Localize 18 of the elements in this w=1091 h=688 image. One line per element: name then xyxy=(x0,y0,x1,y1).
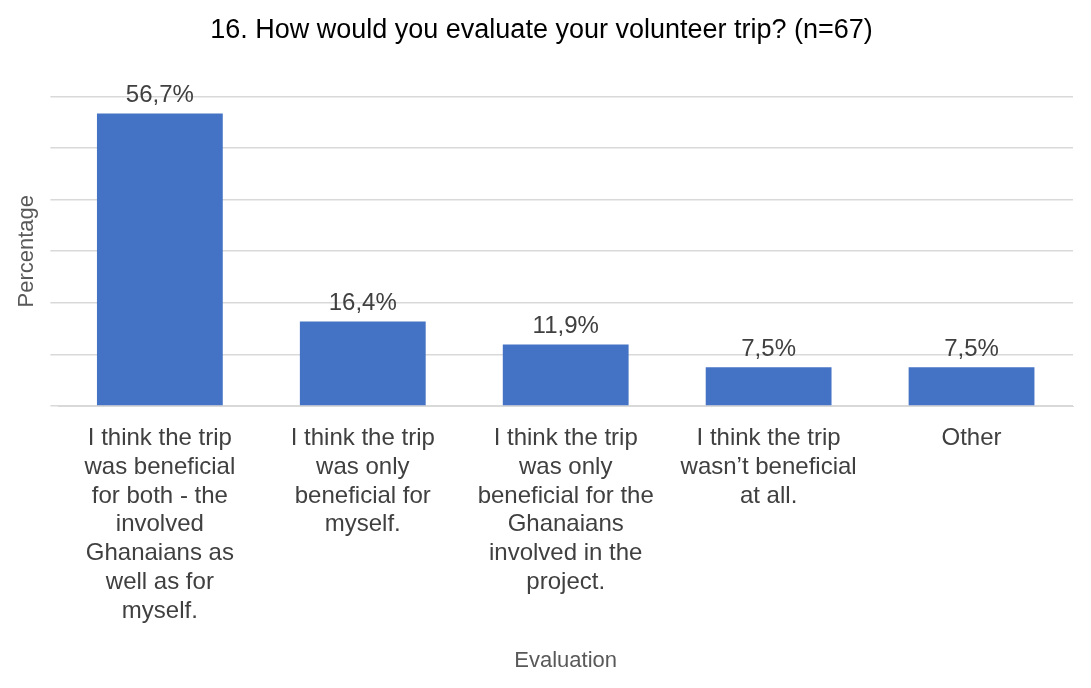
data-label: 7,5% xyxy=(944,333,999,361)
chart-title: 16. How would you evaluate your volunteer trip? (n=67) xyxy=(210,13,873,44)
bar xyxy=(502,344,629,406)
x-tick-label: I think the trip was beneficial for both - the involved Ghanaians as well as for myself. xyxy=(83,423,236,623)
data-label: 16,4% xyxy=(328,288,397,315)
bar xyxy=(908,367,1035,406)
y-axis-title: Percentage xyxy=(13,194,39,308)
bar xyxy=(705,367,832,406)
data-label: 56,7% xyxy=(125,80,194,108)
data-label: 11,9% xyxy=(532,311,599,339)
bar xyxy=(299,321,426,406)
x-axis-title: Evaluation xyxy=(514,646,618,672)
bar xyxy=(96,113,223,406)
x-tick-label: I think the trip wasn’t beneficial at all. xyxy=(679,423,857,508)
x-tick-label: I think the trip was only beneficial for myself. xyxy=(290,423,435,537)
x-tick-label: Other xyxy=(941,423,1002,451)
data-label: 7,5% xyxy=(741,333,796,361)
x-tick-label: I think the trip was only beneficial for the Ghanaians involved in the project. xyxy=(477,423,654,595)
